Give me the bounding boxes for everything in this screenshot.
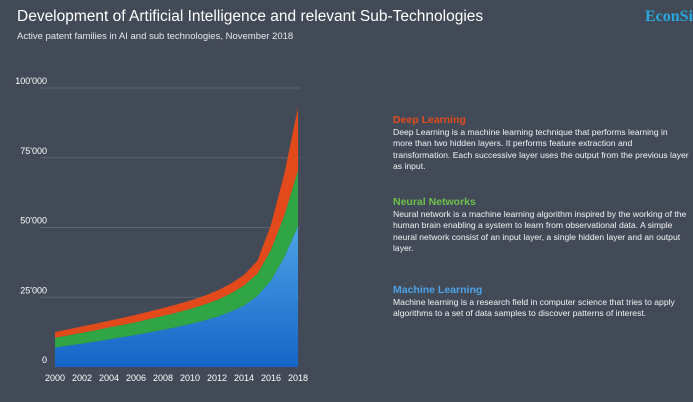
y-tick-label: 50'000 — [20, 216, 47, 226]
chart-title: Development of Artificial Intelligence a… — [17, 8, 484, 25]
legend-deep-learning: Deep Learning Deep Learning is a machine… — [393, 114, 689, 172]
legend-title-neural-networks: Neural Networks — [393, 196, 476, 208]
legend-neural-networks: Neural Networks Neural network is a mach… — [393, 196, 689, 254]
x-tick-label: 2010 — [180, 373, 200, 383]
chart-subtitle: Active patent families in AI and sub tec… — [17, 31, 294, 42]
area-neural-networks — [55, 170, 298, 348]
x-tick-label: 2016 — [261, 373, 281, 383]
y-tick-label: 0 — [42, 355, 47, 365]
legend-title-deep-learning: Deep Learning — [393, 114, 466, 126]
y-tick-label: 25'000 — [20, 285, 47, 295]
axis-labels: 0 25'000 50'000 75'000 100'000 2000 2002 2004 20… — [15, 76, 308, 383]
area-deep-learning — [55, 107, 298, 338]
x-tick-label: 2006 — [126, 373, 146, 383]
x-tick-label: 2002 — [72, 373, 92, 383]
area-machine-learning — [55, 226, 298, 367]
x-tick-label: 2014 — [234, 373, 254, 383]
legend-description-machine-learning: Machine learning is a research field in … — [393, 297, 675, 319]
y-tick-label: 100'000 — [15, 76, 47, 86]
legend-machine-learning: Machine Learning Machine learning is a r… — [393, 284, 689, 320]
brand-logo: EconSi — [644, 8, 693, 25]
legend-description-neural-networks: Neural network is a machine learning alg… — [393, 209, 687, 253]
x-tick-label: 2000 — [45, 373, 65, 383]
x-tick-label: 2008 — [153, 373, 173, 383]
y-tick-label: 75'000 — [20, 146, 47, 156]
legend-title-machine-learning: Machine Learning — [393, 284, 483, 296]
x-tick-label: 2018 — [288, 373, 308, 383]
x-tick-label: 2004 — [99, 373, 119, 383]
area-layers — [55, 107, 298, 367]
x-tick-label: 2012 — [207, 373, 227, 383]
legend-description-deep-learning: Deep Learning is a machine learning tech… — [393, 127, 689, 171]
